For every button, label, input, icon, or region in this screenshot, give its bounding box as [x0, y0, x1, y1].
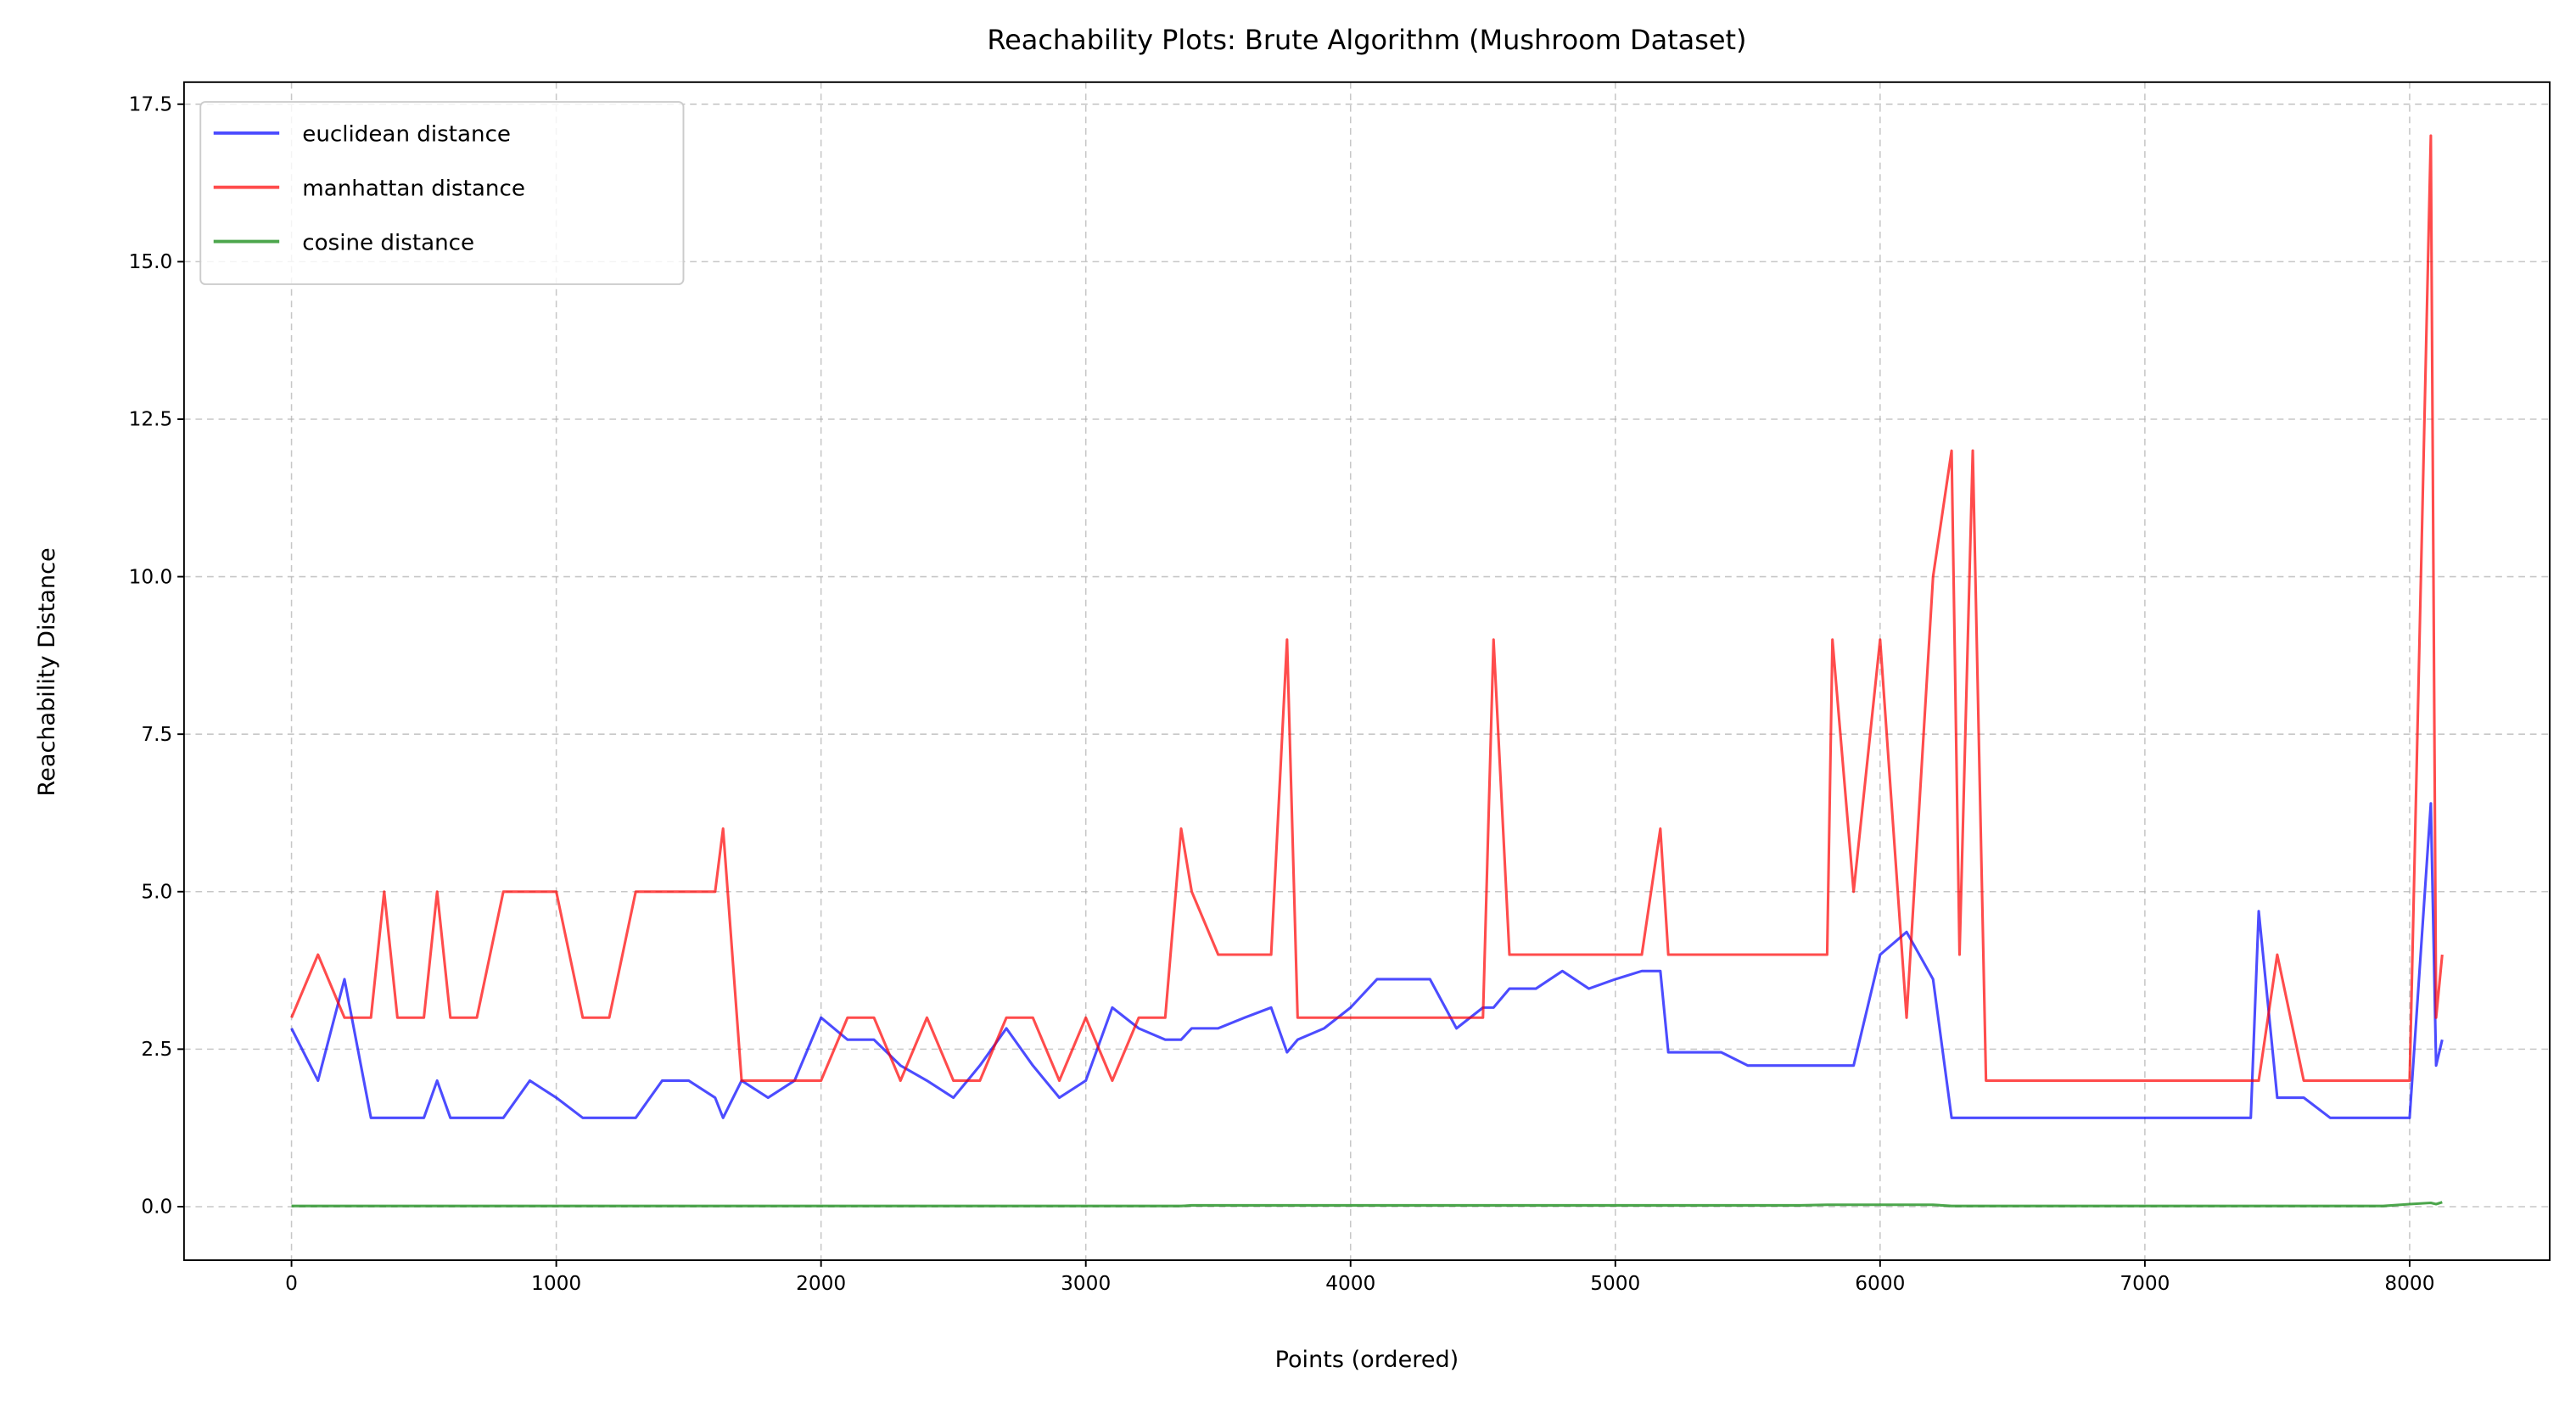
x-tick-label: 4000	[1325, 1272, 1375, 1295]
x-tick-label: 7000	[2120, 1272, 2170, 1295]
line-series	[290, 134, 2444, 1083]
legend-label: cosine distance	[302, 230, 474, 255]
legend-box	[199, 101, 685, 285]
x-tick-label: 0	[285, 1272, 298, 1295]
x-tick-label: 5000	[1590, 1272, 1640, 1295]
x-tick-label: 6000	[1855, 1272, 1905, 1295]
x-tick-label: 1000	[531, 1272, 581, 1295]
legend-label: manhattan distance	[302, 176, 525, 201]
y-tick-label: 2.5	[141, 1038, 172, 1061]
legend-label: euclidean distance	[302, 122, 511, 148]
y-axis-label: Reachability Distance	[34, 547, 60, 796]
plot-frame	[182, 81, 2551, 1262]
legend: euclidean distance manhattan distance cosi…	[199, 101, 685, 285]
x-axis-label: Points (ordered)	[1275, 1347, 1459, 1373]
x-tick-label: 2000	[796, 1272, 846, 1295]
x-tick-label: 8000	[2384, 1272, 2434, 1295]
chart-title: Reachability Plots: Brute Algorithm (Mus…	[987, 24, 1746, 56]
y-tick-label: 17.5	[129, 93, 173, 116]
y-tick-label: 15.0	[129, 250, 173, 273]
y-tick-label: 0.0	[141, 1196, 172, 1219]
y-tick-label: 7.5	[141, 723, 172, 746]
y-tick-label: 10.0	[129, 565, 173, 588]
y-tick-label: 5.0	[141, 881, 172, 904]
y-tick-label: 12.5	[129, 408, 173, 431]
x-tick-label: 3000	[1061, 1272, 1111, 1295]
line-series	[291, 1201, 2443, 1208]
line-series	[290, 802, 2444, 1119]
